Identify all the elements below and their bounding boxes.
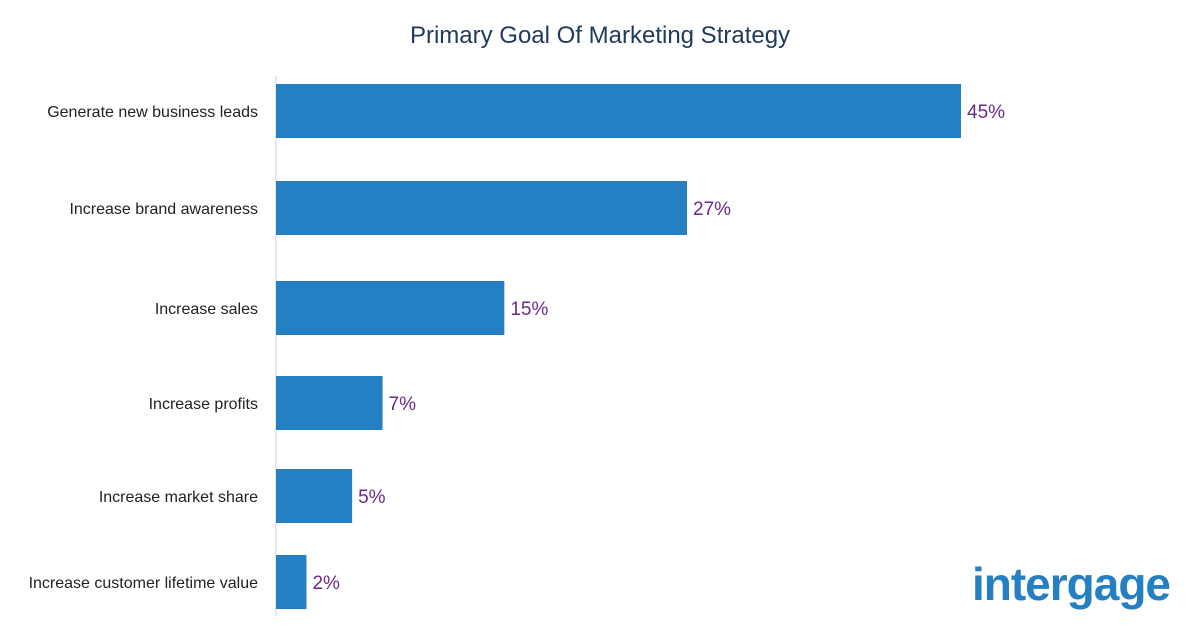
- value-label: 27%: [693, 199, 731, 220]
- intergage-logo: intergage: [972, 558, 1170, 610]
- value-label: 2%: [312, 573, 340, 594]
- value-label: 5%: [358, 487, 386, 508]
- chart-title: Primary Goal Of Marketing Strategy: [410, 22, 790, 49]
- bar: [276, 181, 687, 235]
- category-label: Increase market share: [99, 489, 258, 506]
- value-label: 7%: [389, 394, 417, 415]
- category-label: Increase sales: [155, 301, 258, 318]
- category-label: Increase customer lifetime value: [29, 575, 259, 592]
- category-label: Increase brand awareness: [69, 201, 258, 218]
- bar: [276, 84, 961, 138]
- bar: [276, 555, 307, 609]
- bar: [276, 469, 353, 523]
- bars-group: Generate new business leads 45% Increase b…: [29, 84, 1005, 609]
- category-label: Generate new business leads: [47, 104, 258, 121]
- bar: [276, 376, 383, 430]
- category-label: Increase profits: [149, 396, 258, 413]
- bar: [276, 281, 505, 335]
- value-label: 15%: [510, 299, 548, 320]
- value-label: 45%: [967, 102, 1005, 123]
